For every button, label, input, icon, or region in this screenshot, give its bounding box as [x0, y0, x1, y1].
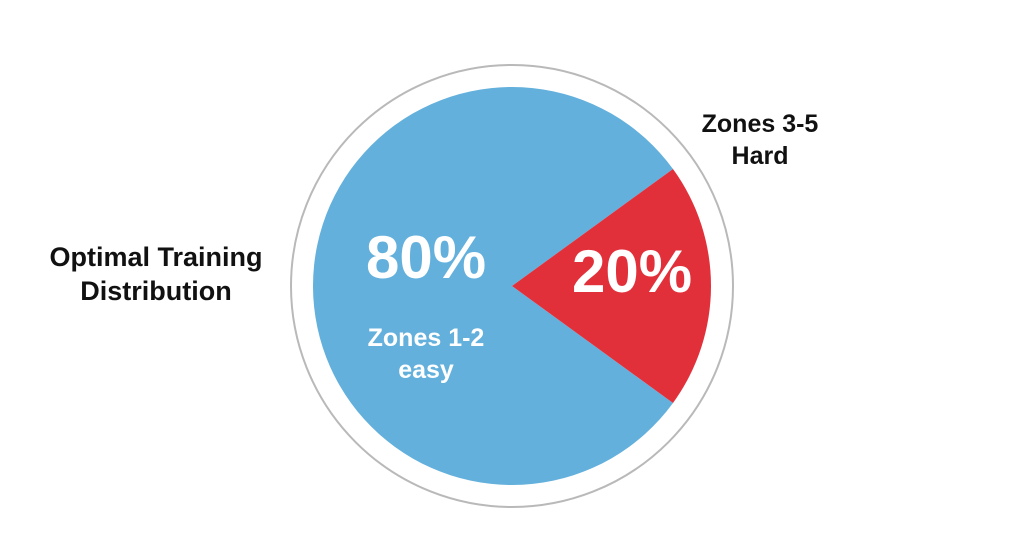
slice-2-label-line-1: Zones 3-5: [701, 110, 819, 138]
slice-2-outside-label: Zones 3-5 Hard: [690, 108, 830, 172]
chart-title-line-2: Distribution: [80, 276, 232, 306]
slice-1-value-label: 80%: [366, 224, 486, 291]
slice-2-value-label: 20%: [572, 238, 692, 305]
chart-title: Optimal Training Distribution: [40, 240, 272, 308]
pie-slice-2: [512, 169, 711, 403]
slice-1-label-line-2: easy: [398, 356, 454, 384]
slice-2-label-line-2: Hard: [731, 142, 789, 170]
slice-1-label-line-1: Zones 1-2: [368, 324, 485, 352]
pie-slices: [312, 86, 711, 485]
pie-slice-1: [312, 86, 673, 485]
chart-title-line-1: Optimal Training: [49, 242, 263, 272]
pie-labels: 80% Zones 1-2 easy 20%: [366, 224, 692, 384]
